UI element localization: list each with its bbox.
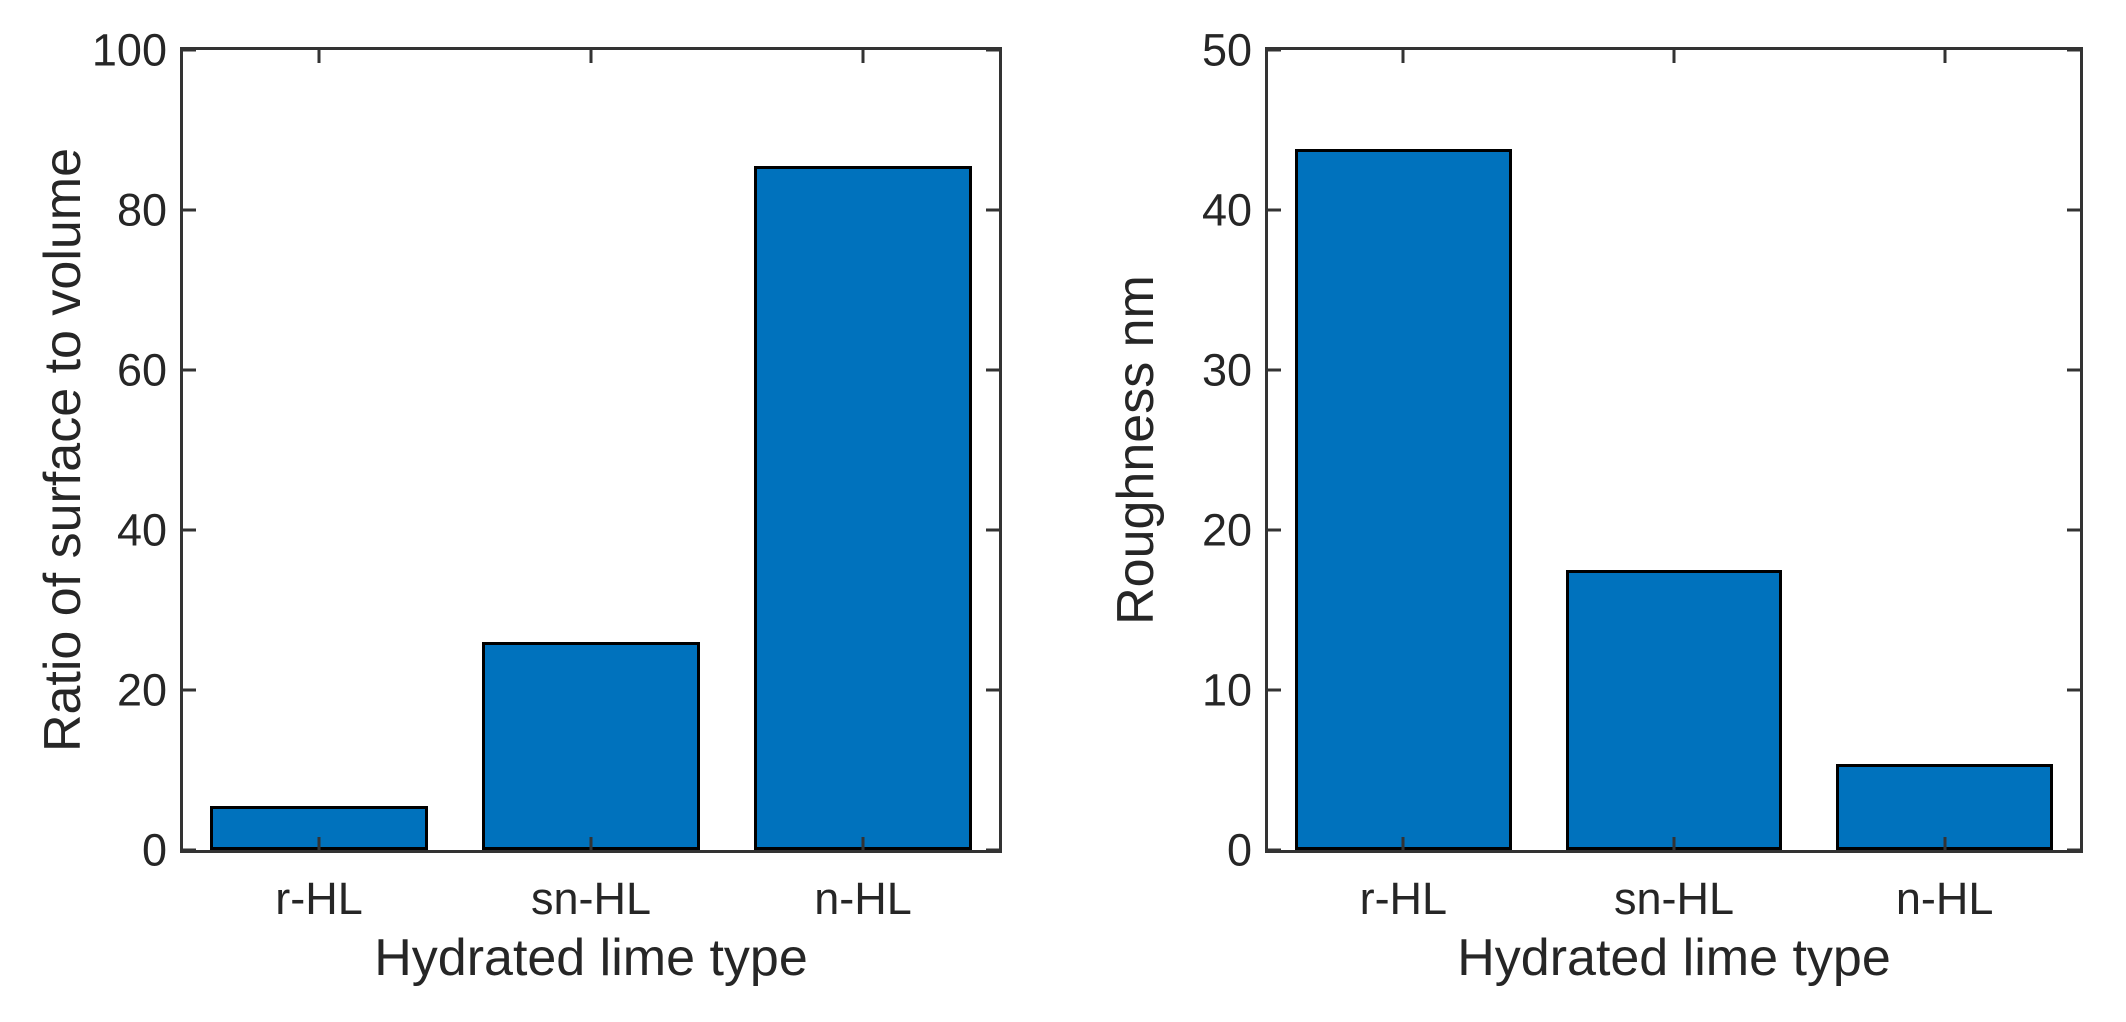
bar-n-HL: [754, 166, 972, 850]
y-tick-label: 40: [1201, 184, 1252, 236]
bar-r-HL: [1295, 149, 1512, 850]
x-tick-mark: [861, 837, 865, 850]
y-tick-mark: [2067, 208, 2080, 212]
x-tick-mark: [1943, 50, 1947, 63]
x-tick-label: r-HL: [275, 873, 363, 924]
x-tick-label: n-HL: [814, 873, 912, 924]
y-axis-label: Ratio of surface to volume: [34, 147, 92, 753]
bar-sn-HL: [482, 642, 700, 850]
y-axis-label: Roughness nm: [1107, 275, 1165, 625]
y-tick-mark: [183, 208, 196, 212]
y-tick-mark: [2067, 48, 2080, 52]
x-tick-label: sn-HL: [1613, 873, 1735, 924]
x-tick-mark: [1672, 837, 1676, 850]
y-tick-mark: [986, 688, 999, 692]
y-tick-label: 0: [1226, 824, 1252, 876]
y-tick-label: 0: [141, 824, 167, 876]
y-tick-mark: [2067, 848, 2080, 852]
y-tick-mark: [183, 528, 196, 532]
x-tick-mark: [589, 837, 593, 850]
y-tick-mark: [2067, 368, 2080, 372]
y-tick-label: 30: [1201, 344, 1252, 396]
y-tick-mark: [1268, 528, 1281, 532]
x-tick-label: r-HL: [1359, 873, 1448, 924]
y-tick-label: 100: [91, 24, 167, 76]
y-tick-mark: [1268, 48, 1281, 52]
y-tick-mark: [986, 368, 999, 372]
y-tick-mark: [1268, 848, 1281, 852]
x-tick-label: sn-HL: [530, 873, 652, 924]
bar-sn-HL: [1565, 570, 1783, 850]
x-tick-mark: [1943, 837, 1947, 850]
y-tick-mark: [986, 48, 999, 52]
y-tick-mark: [183, 848, 196, 852]
y-tick-mark: [1268, 688, 1281, 692]
x-tick-mark: [317, 837, 321, 850]
subplot-roughness: Roughness nm Hydrated lime type 0 10 20 30 4…: [1107, 28, 2083, 984]
y-tick-mark: [183, 688, 196, 692]
x-tick-mark: [861, 50, 865, 63]
y-tick-mark: [183, 48, 196, 52]
y-tick-mark: [986, 528, 999, 532]
y-tick-label: 20: [116, 664, 167, 716]
x-tick-mark: [1401, 837, 1405, 850]
y-tick-label: 40: [116, 504, 167, 556]
y-tick-mark: [1268, 208, 1281, 212]
y-tick-mark: [986, 208, 999, 212]
x-tick-mark: [1401, 50, 1405, 63]
bar-n-HL: [1836, 763, 2053, 850]
y-tick-label: 80: [116, 184, 167, 236]
y-tick-label: 50: [1201, 24, 1252, 76]
x-tick-mark: [317, 50, 321, 63]
y-tick-mark: [986, 848, 999, 852]
y-tick-label: 20: [1201, 504, 1252, 556]
y-tick-mark: [2067, 528, 2080, 532]
x-axis-label: Hydrated lime type: [374, 929, 808, 987]
y-tick-label: 10: [1201, 664, 1252, 716]
x-tick-label: n-HL: [1895, 873, 1994, 924]
y-tick-mark: [2067, 688, 2080, 692]
y-tick-label: 60: [116, 344, 167, 396]
y-tick-mark: [183, 368, 196, 372]
subplot-ratio-surface-volume: Ratio of surface to volume Hydrated lime…: [34, 28, 1002, 984]
x-axis-label: Hydrated lime type: [1457, 929, 1891, 987]
x-tick-mark: [589, 50, 593, 63]
y-tick-mark: [1268, 368, 1281, 372]
x-tick-mark: [1672, 50, 1676, 63]
